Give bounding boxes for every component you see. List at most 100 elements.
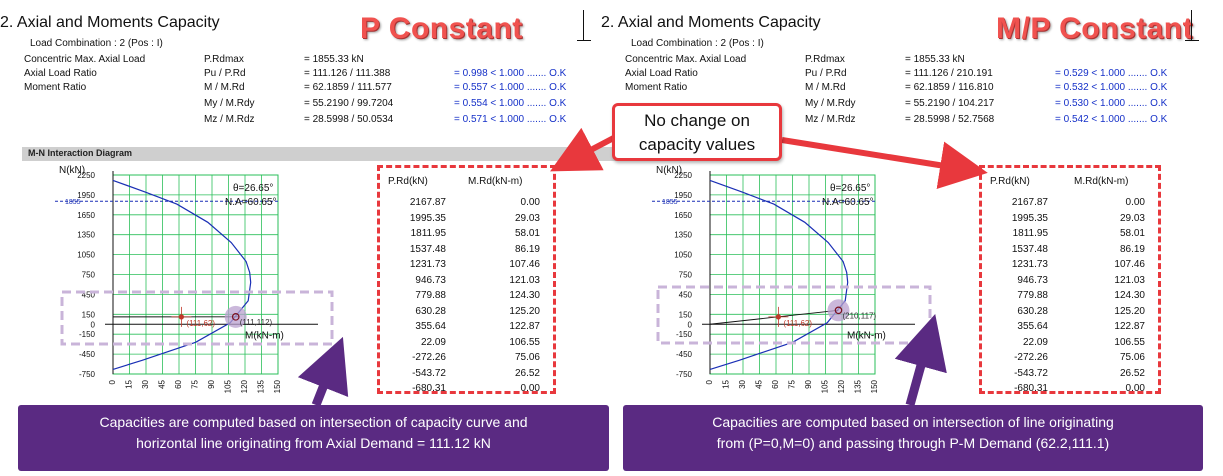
table-cell-m: 124.30 <box>509 290 540 301</box>
table-cell-p: 2167.87 <box>1011 197 1048 208</box>
table-cell-p: 779.88 <box>1017 290 1048 301</box>
demand-point <box>775 314 782 320</box>
x-tick-label: 60 <box>174 379 183 388</box>
table-cell-p: 1811.95 <box>410 228 446 239</box>
table-cell-p: 1995.35 <box>409 212 446 224</box>
pmax-label: 1855 <box>65 199 81 206</box>
y-tick-label: 450 <box>679 290 693 299</box>
na-label: N.A=60.65° <box>225 197 277 208</box>
load-combination: Load Combination : 2 (Pos : I) <box>30 38 163 49</box>
row-ratio: Pu / P.Rd <box>204 68 246 79</box>
table-cell-m: 107.46 <box>1114 259 1145 270</box>
table-cell-m: 26.52 <box>514 367 540 379</box>
table-cell-m: 86.19 <box>514 243 540 255</box>
note-line: No change on <box>644 111 750 130</box>
row-mz: Mz / M.Rdz = 28.5998 / 50.0534 = 0.571 <… <box>24 114 612 128</box>
text-cursor-icon <box>577 10 591 41</box>
table-cell-m: 0.00 <box>1125 197 1145 208</box>
row-check: = 0.554 < 1.000 ....... O.K <box>454 98 567 109</box>
table-cell-m: 124.30 <box>1114 290 1145 301</box>
row-value: = 1855.33 kN <box>304 54 364 65</box>
y-tick-label: 2250 <box>674 171 692 180</box>
row-ratio: P.Rdmax <box>805 54 845 65</box>
table-cell-m: 125.20 <box>1114 305 1145 317</box>
row-value: = 28.5998 / 52.7568 <box>905 114 995 125</box>
row-value: = 111.126 / 210.191 <box>905 68 993 79</box>
y-tick-label: 1350 <box>674 231 692 240</box>
table-cell-p: 2167.87 <box>409 197 446 208</box>
table-cell-p: 355.64 <box>415 321 446 332</box>
y-tick-label: 1950 <box>674 191 692 200</box>
note-line: capacity values <box>638 135 756 154</box>
x-tick-label: 120 <box>837 379 846 393</box>
x-tick-label: 150 <box>870 379 879 393</box>
table-cell-p: 1995.35 <box>1011 212 1048 224</box>
y-tick-label: 1050 <box>77 251 95 260</box>
mn-interaction-chart-left: 0 15 30 45 60 75 90 105 120 135 150 2250 1950 1650 135… <box>55 165 318 393</box>
table-cell-m: 0.00 <box>520 383 540 394</box>
table-cell-m: 29.03 <box>1119 212 1145 224</box>
row-moment: Moment Ratio M / M.Rd = 62.1859 / 111.57… <box>24 82 612 96</box>
callout-left: Capacities are computed based on interse… <box>18 405 609 471</box>
diagram-header-label: M-N Interaction Diagram <box>28 148 133 158</box>
table-cell-m: 0.00 <box>1125 383 1145 394</box>
x-tick-label: 15 <box>722 379 731 388</box>
row-value: = 62.1859 / 116.810 <box>905 82 994 93</box>
row-value: = 28.5998 / 50.0534 <box>304 114 394 125</box>
no-change-note: No change on capacity values <box>612 103 782 161</box>
table-cell-p: 1537.48 <box>1011 243 1048 255</box>
text-cursor-icon <box>1185 10 1199 41</box>
y-tick-label: -450 <box>676 350 693 359</box>
y-tick-label: 750 <box>82 271 96 280</box>
row-value: = 55.2190 / 99.7204 <box>304 98 394 109</box>
section-title: 2. Axial and Moments Capacity <box>601 14 821 31</box>
table-cell-p: -543.72 <box>1014 367 1048 379</box>
table-header-m: M.Rd(kN-m) <box>1074 176 1129 187</box>
row-check: = 0.542 < 1.000 ....... O.K <box>1055 114 1168 125</box>
y-tick-label: 150 <box>679 310 693 319</box>
y-tick-label: 150 <box>82 310 96 319</box>
row-check: = 0.571 < 1.000 ....... O.K <box>454 114 567 125</box>
row-ratio: Pu / P.Rd <box>805 68 847 79</box>
table-cell-p: -543.72 <box>412 367 446 379</box>
x-tick-label: 30 <box>738 379 747 388</box>
y-tick-label: 1650 <box>674 211 692 220</box>
table-cell-p: 946.73 <box>1017 274 1048 286</box>
mp-constant-tag: M/P Constant <box>996 12 1194 45</box>
row-ratio: M / M.Rd <box>805 82 846 93</box>
callout-right: Capacities are computed based on interse… <box>623 405 1203 471</box>
row-ratio: My / M.Rdy <box>805 98 856 109</box>
table-cell-m: 75.06 <box>1119 352 1145 363</box>
table-cell-p: 630.28 <box>415 305 446 317</box>
table-header-p: P.Rd(kN) <box>990 176 1030 187</box>
x-tick-label: 75 <box>788 379 797 388</box>
theta-label: θ=26.65° <box>233 183 273 194</box>
x-tick-label: 150 <box>273 379 282 393</box>
row-value: = 62.1859 / 111.577 <box>304 82 392 93</box>
x-axis-label: M(kN-m) <box>245 330 284 341</box>
row-concentric: Concentric Max. Axial Load P.Rdmax = 185… <box>625 54 1213 68</box>
left-panel: 2. Axial and Moments Capacity P Constant… <box>0 10 612 128</box>
table-cell-p: -272.26 <box>412 352 446 363</box>
table-cell-m: 86.19 <box>1119 243 1145 255</box>
row-axial: Axial Load Ratio Pu / P.Rd = 111.126 / 2… <box>625 68 1213 82</box>
y-tick-label: 0 <box>688 320 693 329</box>
table-cell-p: 1231.73 <box>1011 259 1048 270</box>
capacity-point-label: (111,112) <box>240 318 273 327</box>
row-check: = 0.998 < 1.000 ....... O.K <box>454 68 567 79</box>
table-cell-p: -272.26 <box>1014 352 1048 363</box>
row-check: = 0.529 < 1.000 ....... O.K <box>1055 68 1168 79</box>
row-ratio: Mz / M.Rdz <box>204 114 255 125</box>
y-tick-label: -450 <box>79 350 96 359</box>
table-cell-p: 355.64 <box>1017 321 1048 332</box>
theta-label: θ=26.65° <box>830 183 870 194</box>
y-tick-label: 0 <box>91 320 96 329</box>
x-tick-label: 105 <box>821 379 830 393</box>
x-tick-label: 0 <box>705 379 714 384</box>
table-cell-m: 106.55 <box>1114 336 1145 348</box>
y-tick-label: 1650 <box>77 211 95 220</box>
demand-point-label: (111,62) <box>186 319 215 328</box>
table-cell-m: 107.46 <box>509 259 540 270</box>
na-label: N.A=60.65° <box>822 197 874 208</box>
x-tick-label: 0 <box>108 379 117 384</box>
